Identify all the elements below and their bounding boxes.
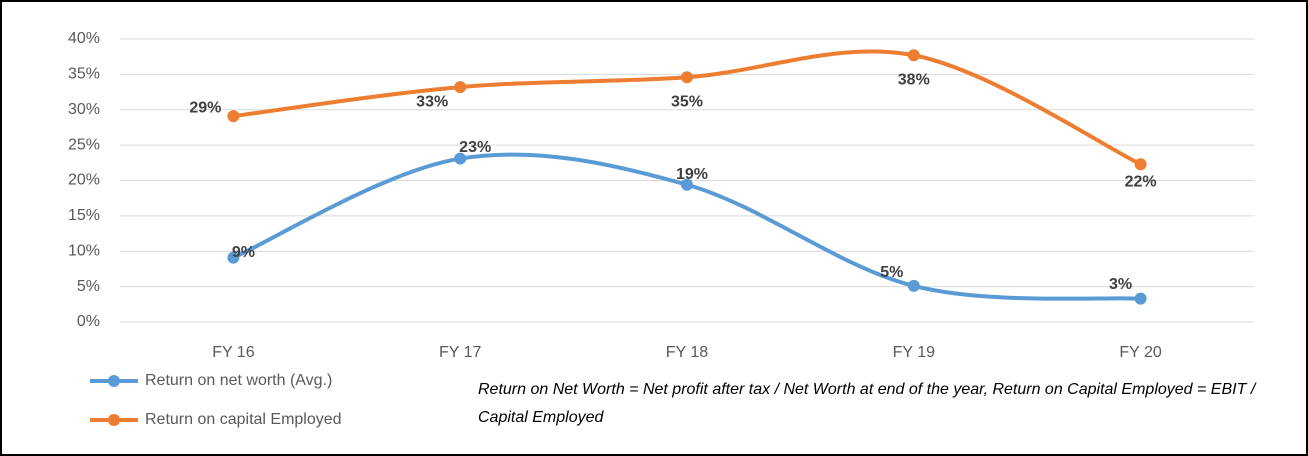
marker	[681, 71, 693, 84]
marker	[227, 251, 240, 264]
marker	[1134, 158, 1147, 171]
legend-label: Return on capital Employed	[145, 411, 342, 428]
data-label: 22%	[1125, 173, 1157, 190]
marker	[1134, 292, 1147, 305]
marker	[907, 49, 920, 62]
y-tick-label: 5%	[77, 278, 100, 295]
x-tick-label: FY 20	[1119, 344, 1162, 361]
legend-label: Return on net worth (Avg.)	[145, 372, 332, 389]
annotation: Return on Net Worth = Net profit after t…	[478, 381, 1256, 426]
data-label: 23%	[459, 139, 491, 156]
data-label: 29%	[189, 99, 221, 116]
marker	[907, 279, 920, 292]
y-tick-label: 40%	[68, 30, 100, 47]
x-tick-label: FY 18	[666, 344, 709, 361]
legend-marker	[108, 375, 120, 387]
marker	[227, 110, 240, 123]
x-tick-label: FY 19	[893, 344, 936, 361]
y-tick-label: 10%	[68, 242, 100, 259]
data-label: 3%	[1109, 276, 1132, 293]
data-label: 38%	[898, 71, 930, 88]
data-label: 35%	[671, 93, 703, 110]
y-tick-label: 30%	[68, 101, 100, 118]
data-label: 5%	[880, 264, 903, 281]
y-tick-label: 20%	[68, 172, 100, 189]
marker	[681, 178, 693, 191]
y-tick-label: 15%	[68, 207, 100, 224]
y-tick-label: 35%	[68, 66, 100, 83]
legend-marker	[108, 414, 120, 426]
data-label: 33%	[416, 93, 448, 110]
data-label: 19%	[676, 166, 708, 183]
data-label: 9%	[232, 244, 255, 261]
x-tick-label: FY 17	[439, 344, 482, 361]
marker	[454, 152, 467, 165]
x-tick-label: FY 16	[212, 344, 255, 361]
marker	[454, 81, 467, 94]
y-tick-label: 25%	[68, 136, 100, 153]
y-tick-label: 0%	[77, 313, 100, 330]
